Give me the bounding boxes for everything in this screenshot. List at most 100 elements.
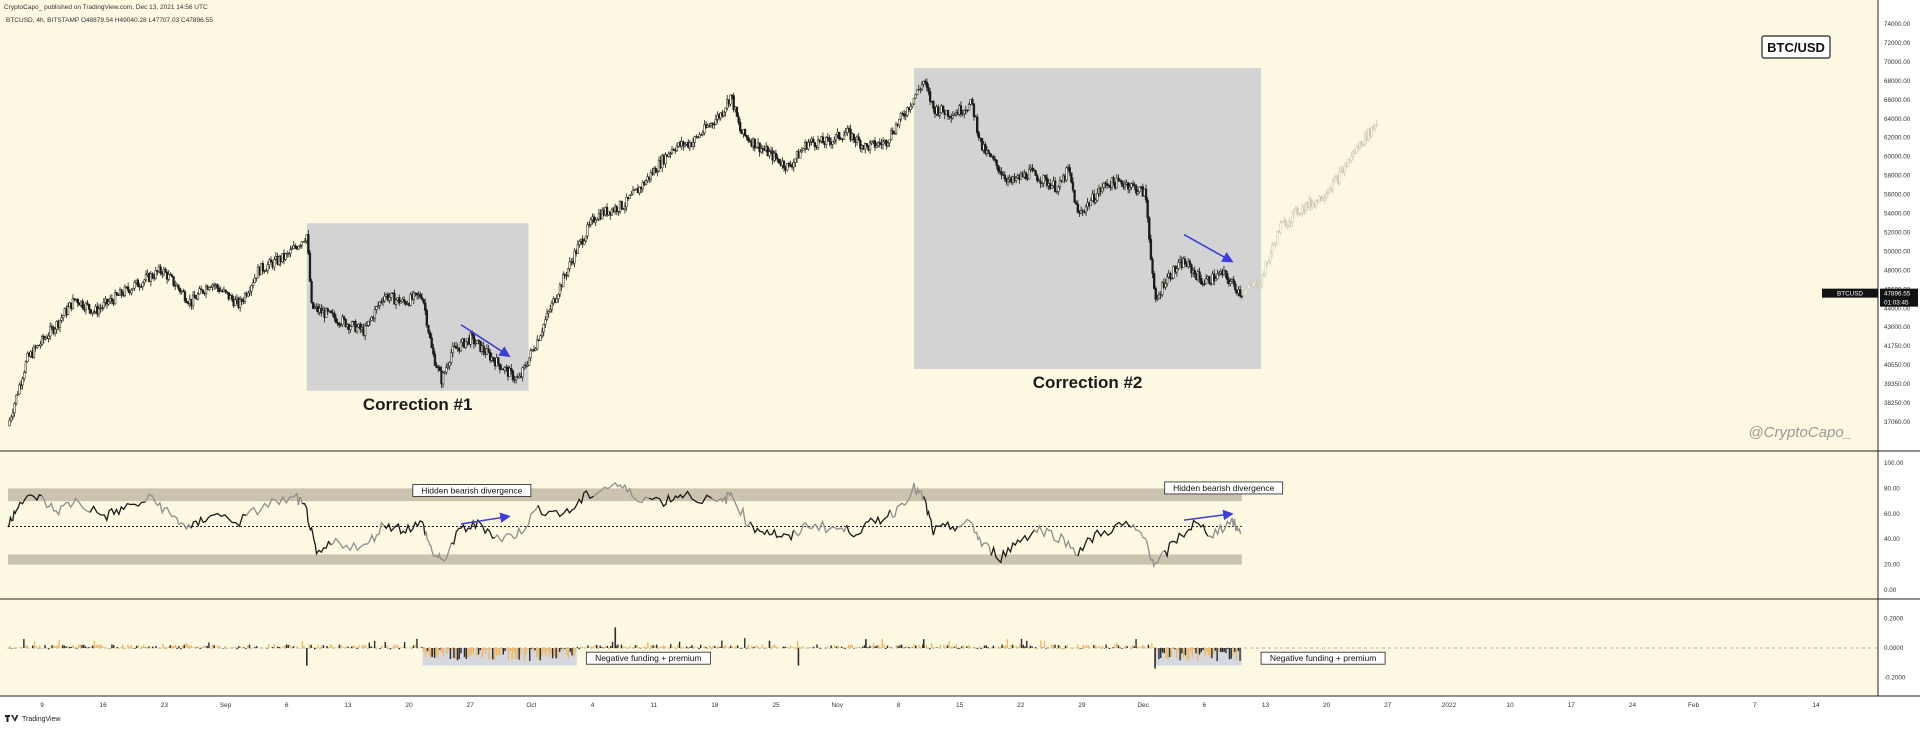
price-candle (240, 297, 243, 306)
price-pane[interactable]: Correction #1 Correction #2 BTC/USD @Crypto… (8, 35, 1852, 441)
price-tick-label: 54000.00 (1884, 211, 1911, 218)
price-candle (812, 136, 815, 143)
price-candle (527, 357, 531, 367)
price-candle (928, 88, 932, 106)
price-candle (967, 102, 971, 111)
price-candle (412, 290, 416, 304)
price-candle (549, 304, 552, 313)
tradingview-icon (5, 715, 19, 722)
rsi-line-segment (383, 520, 426, 536)
price-candle (899, 111, 903, 122)
price-candle (544, 315, 547, 328)
funding-annotation-text: Negative funding + premium (1270, 653, 1377, 663)
price-candle (703, 120, 706, 136)
price-candle (641, 180, 644, 193)
watermark-handle: @CryptoCapo_ (1748, 424, 1852, 441)
price-candle (649, 169, 653, 183)
correction-label-2: Correction #2 (1033, 373, 1143, 392)
price-candle (211, 283, 214, 291)
price-candle (91, 311, 94, 317)
price-candle (644, 179, 648, 186)
price-candle (464, 341, 467, 350)
price-candle (86, 299, 89, 306)
projection-candle (1296, 206, 1299, 218)
price-candle (474, 338, 477, 347)
price-candle (993, 155, 997, 163)
price-candle (800, 146, 804, 154)
price-candle (540, 327, 544, 339)
price-candle (1232, 275, 1235, 287)
time-axis-area (0, 696, 1878, 724)
projection-candle (1291, 211, 1294, 228)
price-candle (172, 276, 175, 288)
funding-pane[interactable]: Negative funding + premium Negative fundi… (7, 627, 1878, 669)
price-candle (498, 363, 502, 374)
price-candle (667, 151, 670, 158)
price-candle (1148, 215, 1151, 243)
price-candle (1208, 275, 1211, 285)
price-candle (200, 285, 203, 291)
price-candle (925, 78, 929, 92)
time-tick-label: 20 (405, 702, 413, 709)
price-candle (732, 92, 735, 113)
current-price-countdown: 01:03:45 (1884, 300, 1909, 307)
price-candle (381, 297, 385, 307)
price-candle (1102, 182, 1105, 191)
rsi-tick-label: 80.00 (1884, 485, 1900, 492)
price-candle (443, 370, 446, 375)
price-candle (376, 301, 380, 309)
price-candle (669, 151, 672, 159)
price-candle (1198, 267, 1201, 284)
price-candle (159, 264, 162, 276)
price-candle (251, 279, 255, 289)
rsi-line-segment (1208, 517, 1242, 539)
price-candle (1073, 189, 1076, 203)
price-candle (123, 284, 127, 298)
price-candle (226, 291, 229, 295)
projection-candle (1346, 158, 1350, 168)
price-candle (446, 362, 450, 370)
price-candle (808, 139, 812, 147)
price-candle (976, 113, 979, 136)
price-candle (404, 300, 407, 307)
price-tick-label: 68000.00 (1884, 78, 1911, 85)
price-candle (230, 293, 234, 302)
price-candle (492, 356, 495, 363)
price-candle (364, 322, 367, 341)
price-candle (344, 318, 347, 328)
price-candle (633, 188, 636, 192)
price-candle (846, 125, 849, 137)
rsi-pane[interactable]: Hidden bearish divergence Hidden bearish … (7, 481, 1284, 569)
rsi-line-segment (957, 518, 992, 556)
projection-candle (1271, 242, 1274, 258)
rsi-line-segment (1130, 523, 1166, 569)
price-tick-label: 50000.00 (1884, 248, 1911, 255)
projection-candle (1244, 286, 1247, 297)
price-candle (724, 107, 727, 117)
price-candle (1226, 270, 1229, 284)
price-candle (865, 143, 868, 148)
price-candle (351, 320, 354, 328)
price-candle (415, 292, 419, 300)
rsi-line-segment (1164, 519, 1209, 558)
price-candle (545, 308, 549, 321)
price-candle (995, 159, 998, 170)
price-candle (828, 135, 831, 147)
price-candle (776, 154, 779, 163)
price-divergence-arrow-2 (1183, 233, 1234, 263)
price-candle (768, 148, 771, 159)
price-candle (448, 361, 451, 371)
price-candle (1156, 295, 1159, 302)
price-candle (151, 272, 154, 280)
price-candle (433, 351, 437, 367)
price-candle (774, 149, 778, 162)
time-tick-label: Dec (1137, 702, 1149, 709)
price-candle (126, 282, 130, 294)
price-candle (787, 161, 791, 168)
price-candle (539, 334, 542, 342)
price-candle (951, 111, 954, 120)
price-candle (1115, 174, 1118, 189)
time-tick-label: 18 (711, 702, 719, 709)
price-candle (700, 133, 703, 137)
